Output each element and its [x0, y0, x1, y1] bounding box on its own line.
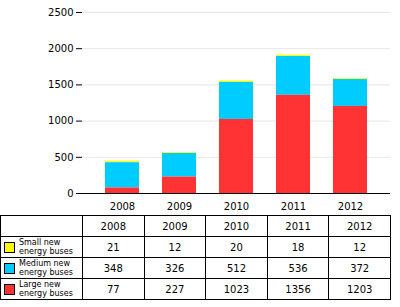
- html-text:227: 227: [165, 283, 185, 295]
- svg-text:2500: 2500: [48, 7, 73, 18]
- svg-text:2012: 2012: [338, 201, 363, 212]
- html-text:2008: 2008: [100, 220, 126, 232]
- html-text:2012: 2012: [346, 220, 373, 232]
- html-text:20: 20: [230, 241, 243, 253]
- html-text:18: 18: [291, 241, 305, 253]
- svg-text:2009: 2009: [167, 201, 192, 212]
- svg-text:1500: 1500: [48, 79, 73, 90]
- html-text:Small new: Small new: [19, 238, 61, 247]
- html-text:Medium new: Medium new: [19, 259, 71, 268]
- html-text:1023: 1023: [223, 283, 250, 295]
- svg-text:2008: 2008: [110, 201, 135, 212]
- svg-text:0: 0: [67, 188, 73, 199]
- svg-text:500: 500: [54, 152, 73, 163]
- html-text:21: 21: [106, 241, 120, 253]
- svg-text:1000: 1000: [48, 115, 73, 126]
- html-text:12: 12: [353, 241, 366, 253]
- html-text:2011: 2011: [285, 220, 311, 232]
- svg-text:2010: 2010: [224, 201, 249, 212]
- html-text:12: 12: [168, 241, 182, 253]
- html-text:348: 348: [103, 262, 123, 274]
- html-text:1356: 1356: [285, 283, 311, 295]
- html-text:1203: 1203: [346, 283, 373, 295]
- html-text:77: 77: [106, 283, 120, 295]
- svg-text:2000: 2000: [48, 43, 73, 54]
- svg-text:2011: 2011: [281, 201, 306, 212]
- html-text:536: 536: [288, 262, 308, 274]
- html-text:326: 326: [165, 262, 185, 274]
- html-text:energy buses: energy buses: [19, 289, 73, 298]
- html-text:372: 372: [350, 262, 370, 274]
- html-text:energy buses: energy buses: [19, 268, 73, 277]
- html-text:Large new: Large new: [19, 280, 61, 289]
- html-text:512: 512: [226, 262, 246, 274]
- html-text:2010: 2010: [223, 220, 250, 232]
- html-text:energy buses: energy buses: [19, 247, 73, 256]
- html-text:2009: 2009: [162, 220, 188, 232]
